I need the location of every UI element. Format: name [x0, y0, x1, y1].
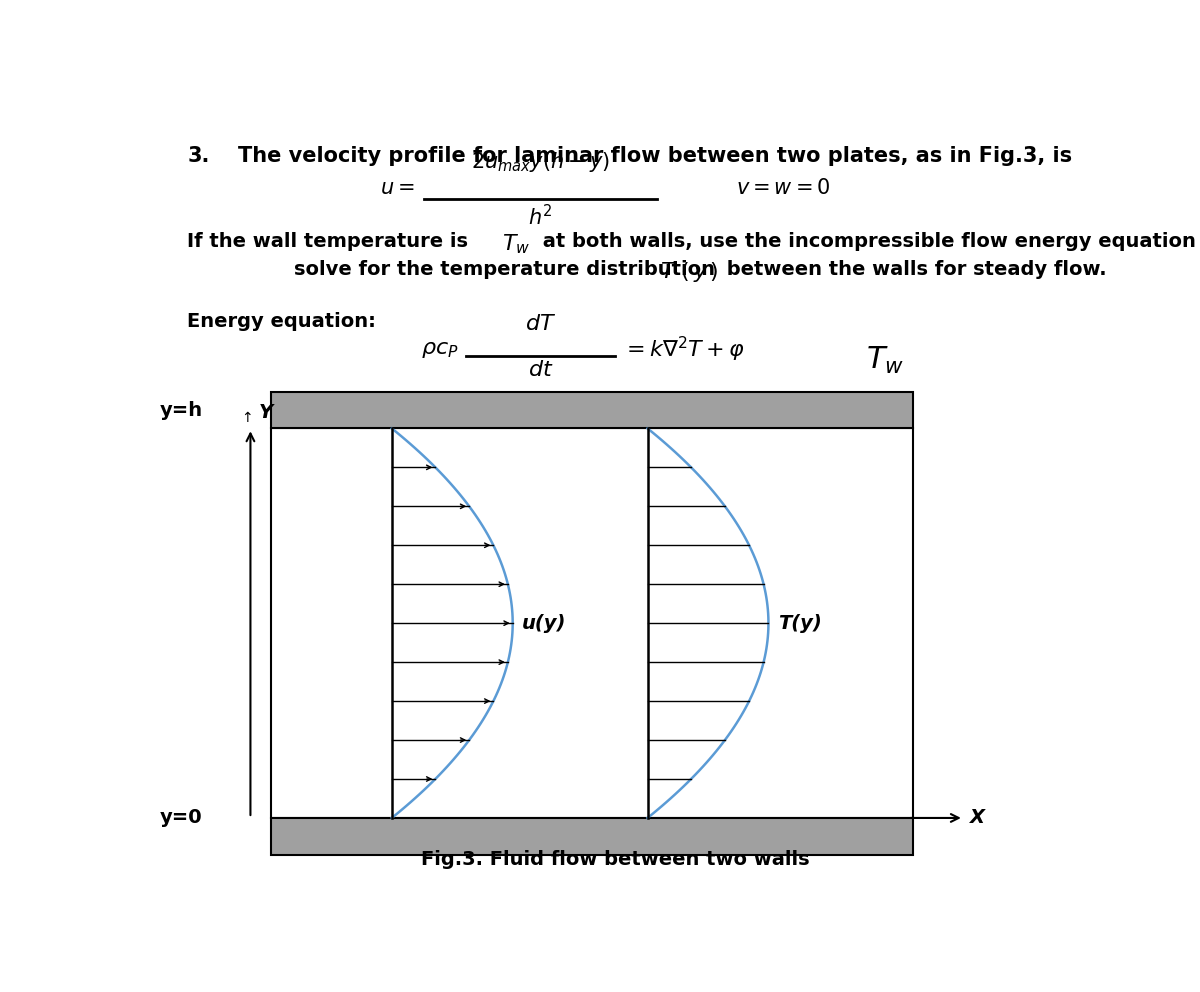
- Text: between the walls for steady flow.: between the walls for steady flow.: [720, 260, 1106, 279]
- Text: $dt$: $dt$: [528, 360, 553, 380]
- Bar: [271, 429, 912, 818]
- Bar: [271, 818, 912, 855]
- Text: $dT$: $dT$: [526, 314, 556, 334]
- Text: Energy equation:: Energy equation:: [187, 311, 376, 330]
- Text: u(y): u(y): [522, 614, 566, 633]
- Text: T(y): T(y): [778, 614, 822, 633]
- Text: $h^2$: $h^2$: [528, 203, 553, 229]
- Text: solve for the temperature distribution: solve for the temperature distribution: [294, 260, 722, 279]
- Text: $u =$: $u =$: [380, 178, 415, 197]
- Text: $v = w = 0$: $v = w = 0$: [736, 178, 830, 197]
- Text: $\uparrow$: $\uparrow$: [239, 410, 252, 425]
- Text: Y: Y: [259, 404, 272, 423]
- Text: y=h: y=h: [160, 401, 203, 420]
- Text: y=0: y=0: [160, 808, 202, 827]
- Text: 3.: 3.: [187, 146, 210, 166]
- Text: $= k\nabla^2 T + \varphi$: $= k\nabla^2 T + \varphi$: [623, 335, 745, 364]
- Text: $\mathit{T}_w$: $\mathit{T}_w$: [502, 232, 530, 256]
- Text: $T_w$: $T_w$: [866, 345, 905, 376]
- Text: X: X: [971, 808, 985, 827]
- Text: The velocity profile for laminar flow between two plates, as in Fig.3, is: The velocity profile for laminar flow be…: [239, 146, 1073, 166]
- Text: $\rho c_P$: $\rho c_P$: [421, 339, 458, 360]
- Text: $2u_{max}y(h-y)$: $2u_{max}y(h-y)$: [472, 150, 610, 174]
- Text: at both walls, use the incompressible flow energy equation to: at both walls, use the incompressible fl…: [536, 232, 1200, 251]
- Bar: [271, 392, 912, 429]
- Text: Fig.3. Fluid flow between two walls: Fig.3. Fluid flow between two walls: [421, 850, 809, 869]
- Text: $\mathit{T}\ (\,\mathit{y}\,)$: $\mathit{T}\ (\,\mathit{y}\,)$: [660, 260, 719, 284]
- Text: If the wall temperature is: If the wall temperature is: [187, 232, 475, 251]
